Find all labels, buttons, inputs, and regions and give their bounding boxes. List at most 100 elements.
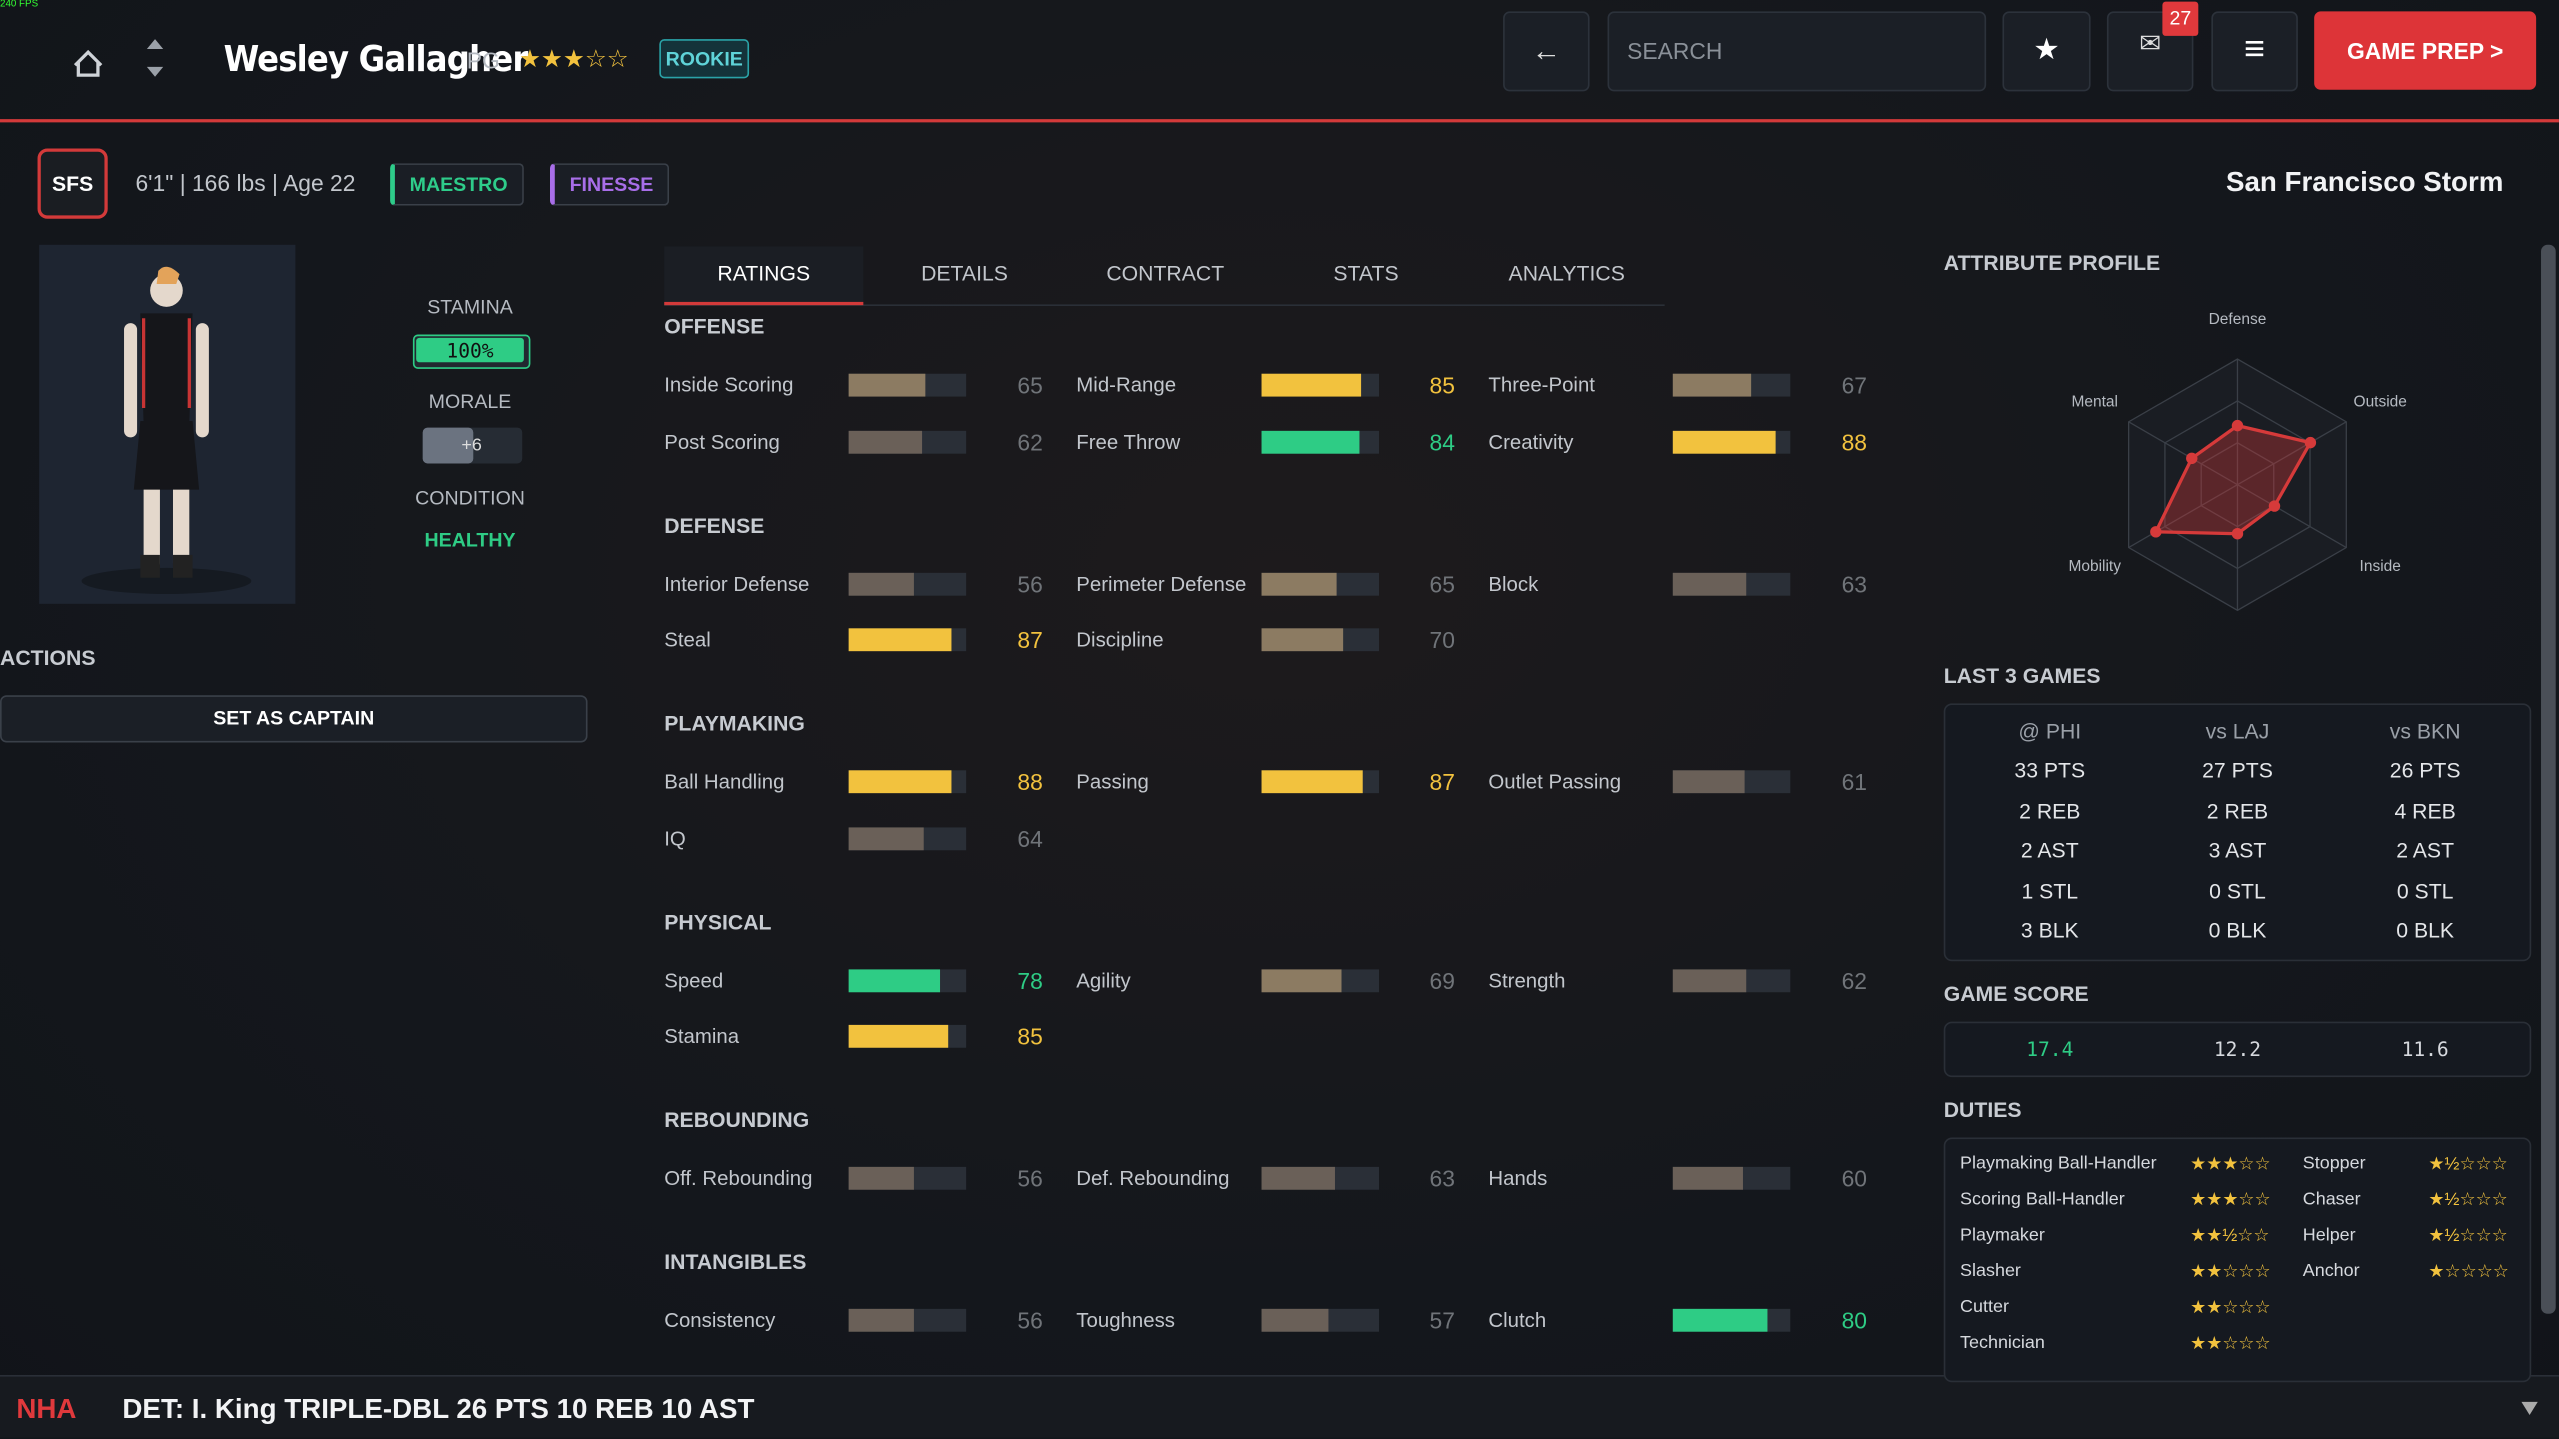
opponent: vs BKN [2389,718,2461,744]
game-score: 11.6 [2401,1037,2449,1061]
rating-name: Agility [1076,968,1131,992]
stat-line: 0 BLK [2208,918,2267,943]
rating-bar [1260,968,1342,992]
menu-button[interactable]: ≡ [2211,11,2298,92]
rating-bar [1260,1166,1335,1190]
radar-axis-label: Outside [2354,393,2407,410]
duties-title: DUTIES [1943,1097,2022,1122]
rating-name: Post Scoring [664,430,780,453]
duty-stars: ★★★☆☆ [2190,1154,2271,1175]
duty-stars: ★★½☆☆ [2190,1226,2270,1247]
stamina-value: 100% [446,339,494,363]
morale-label: MORALE [428,390,512,413]
rookie-badge: ROOKIE [659,39,750,79]
rating-name: Speed [664,968,724,992]
radar-spoke [2128,421,2238,486]
search-input[interactable]: SEARCH [1607,11,1987,92]
duty-name: Stopper [2302,1153,2366,1174]
rating-value: 57 [1429,1307,1455,1334]
team-logo: SFS [37,148,108,219]
rating-group: PLAYMAKING [664,710,805,736]
rating-value: 70 [1429,626,1455,653]
duty-name: Playmaker [1960,1225,2045,1246]
rating-bar [848,373,926,397]
radar-axis-label: Mental [2071,393,2118,410]
rating-bar [848,770,953,794]
rating-bar [848,430,922,453]
rating-name: Passing [1076,770,1149,794]
duty-stars: ★½☆☆☆ [2428,1190,2508,1211]
position: PG [466,47,500,74]
tab[interactable]: CONTRACT [1106,261,1225,286]
radar-spoke [2237,421,2347,486]
rating-bar [848,628,951,652]
tab[interactable]: DETAILS [921,261,1008,286]
captain-button[interactable]: SET AS CAPTAIN [0,695,588,743]
back-button[interactable]: ← [1503,11,1590,92]
rating-value: 63 [1841,570,1868,597]
rating-name: Block [1488,572,1539,595]
radar-spoke [2128,484,2238,549]
tab[interactable]: ANALYTICS [1508,261,1625,286]
rating-name: Strength [1488,968,1566,992]
rating-bar [1672,430,1777,453]
rating-bar [1260,572,1338,595]
radar-axis-label: Mobility [2068,558,2121,575]
rating-name: IQ [664,826,686,850]
radar-point [2231,528,2244,540]
rating-value: 60 [1841,1165,1868,1192]
rating-value: 62 [1017,428,1043,455]
game-score: 12.2 [2213,1037,2262,1061]
rating-value: 56 [1017,1307,1043,1334]
duty-stars: ★★☆☆☆ [2190,1298,2271,1318]
rating-name: Hands [1488,1166,1548,1190]
radar-spoke [2237,484,2347,549]
duty-name: Playmaking Ball-Handler [1960,1153,2157,1174]
radar-point [2268,500,2281,512]
rating-value: 62 [1841,966,1868,994]
stat-line: 33 PTS [2014,758,2086,783]
rating-name: Stamina [664,1024,740,1048]
rating-name: Steal [664,628,711,652]
rating-bar [848,1024,949,1048]
radar-point [2304,436,2317,449]
rating-value: 87 [1017,626,1043,653]
radar-axis-label: Inside [2360,558,2401,575]
duty-name: Scoring Ball-Handler [1960,1189,2125,1210]
rating-name: Discipline [1076,628,1164,652]
rating-group: OFFENSE [664,314,765,339]
stamina-fill [416,337,524,363]
mail-count: 27 [2162,1,2199,36]
rating-value: 61 [1841,768,1868,795]
rating-bar [1672,373,1752,397]
game-prep-button[interactable]: GAME PREP > [2314,11,2537,90]
duty-name: Chaser [2302,1189,2361,1210]
stamina-label: STAMINA [427,295,513,319]
tab[interactable]: STATS [1333,261,1399,286]
morale-value: +6 [461,435,482,456]
stat-line: 4 REB [2394,798,2456,823]
fps: 240 FPS [0,0,39,10]
rating-group: DEFENSE [664,512,765,537]
rating-value: 88 [1017,768,1043,795]
rating-group: PHYSICAL [664,909,772,934]
favorite-button[interactable]: ★ [2002,11,2091,92]
stat-line: 2 AST [2020,838,2079,863]
stat-line: 2 AST [2396,838,2455,863]
rating-bar [1672,770,1745,794]
radar-point [2150,526,2162,538]
rating-value: 56 [1017,1165,1043,1192]
profile-title: ATTRIBUTE PROFILE [1943,250,2161,275]
team-name: San Francisco Storm [2225,166,2504,198]
rating-bar [848,968,941,992]
rating-name: Consistency [664,1308,776,1332]
last-games-box [1943,703,2532,962]
ticker-text: DET: I. King TRIPLE-DBL 26 PTS 10 REB 10… [122,1393,755,1425]
stat-line: 2 REB [2206,798,2269,823]
duty-stars: ★☆☆☆☆ [2428,1262,2509,1282]
rating-value: 78 [1017,966,1043,994]
condition: HEALTHY [424,528,516,552]
opponent: vs LAJ [2205,718,2270,744]
stat-line: 0 BLK [2396,918,2455,943]
tab[interactable]: RATINGS [664,246,864,306]
